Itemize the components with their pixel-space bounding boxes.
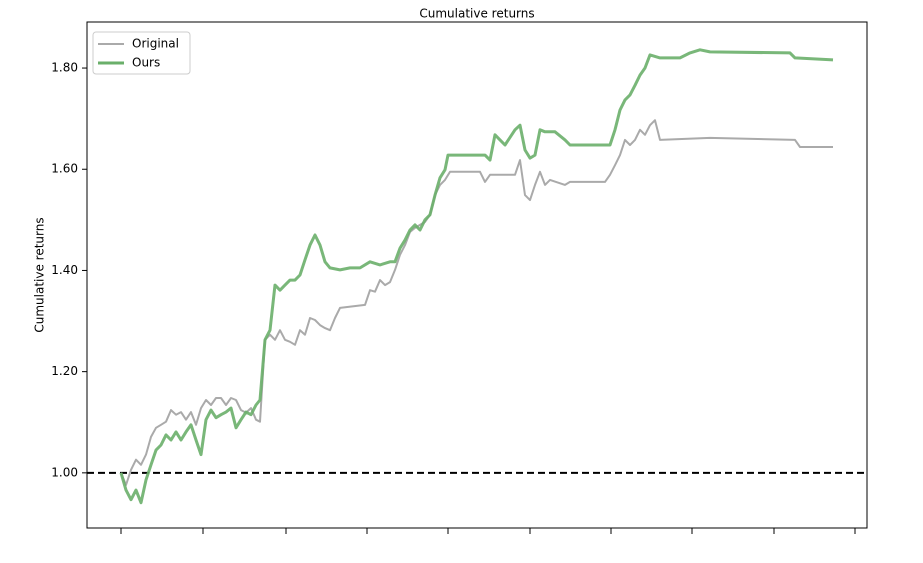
y-tick-label: 1.80 [51, 61, 78, 75]
y-tick-label: 1.00 [51, 465, 78, 479]
series-line [120, 119, 833, 486]
series-line [119, 48, 834, 505]
legend-label: Original [132, 37, 179, 51]
y-tick-label: 1.40 [51, 263, 78, 277]
y-axis-label: Cumulative returns [33, 217, 47, 332]
y-tick-label: 1.60 [51, 162, 78, 176]
y-tick-label: 1.20 [51, 364, 78, 378]
chart-title: Cumulative returns [419, 7, 534, 21]
legend-label: Ours [132, 56, 160, 70]
plot-frame [86, 21, 868, 529]
